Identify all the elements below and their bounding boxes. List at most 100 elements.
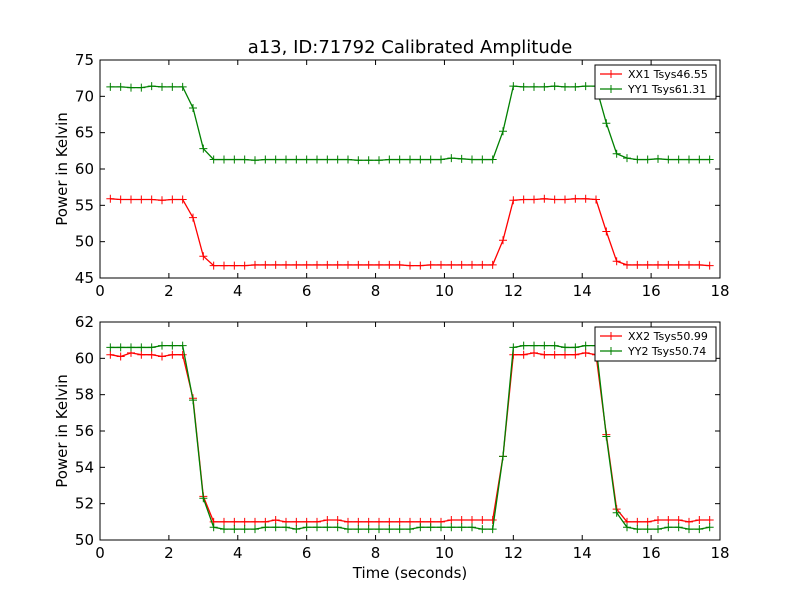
data-point — [406, 261, 414, 270]
data-point — [685, 260, 693, 269]
data-point — [426, 155, 435, 164]
data-point — [137, 83, 146, 92]
data-point — [137, 350, 146, 359]
y-tick-label: 52 — [75, 495, 94, 513]
data-point — [323, 260, 332, 269]
x-tick-label: 10 — [435, 544, 454, 562]
data-point — [705, 516, 714, 525]
data-point — [271, 155, 280, 164]
data-point — [395, 260, 404, 269]
data-point — [385, 260, 394, 269]
data-point — [488, 525, 497, 534]
data-point — [643, 260, 652, 269]
data-point — [654, 154, 662, 163]
data-point — [519, 195, 528, 204]
data-point — [375, 517, 383, 526]
data-point — [178, 195, 187, 204]
data-point — [323, 523, 332, 532]
axes-frame — [99, 321, 721, 541]
data-point — [302, 260, 311, 269]
data-point — [354, 517, 363, 526]
data-point — [478, 516, 487, 525]
legend-entry: XX1 Tsys46.55 — [628, 68, 708, 81]
data-point — [106, 343, 115, 352]
data-point — [571, 350, 580, 359]
y-tick-label: 58 — [75, 386, 94, 404]
y-tick-label: 55 — [75, 196, 94, 214]
data-point — [437, 155, 445, 164]
data-point — [106, 194, 115, 203]
data-point — [509, 196, 518, 205]
data-point — [643, 525, 652, 534]
data-point — [426, 260, 435, 269]
data-point — [313, 260, 321, 269]
data-point — [519, 82, 528, 91]
data-point — [282, 155, 290, 164]
data-point — [199, 252, 208, 261]
legend-entry: YY2 Tsys50.74 — [627, 345, 706, 358]
y-tick-label: 56 — [75, 422, 94, 440]
data-point — [499, 127, 507, 136]
legend-box — [594, 64, 717, 100]
data-point — [158, 341, 166, 350]
data-point — [251, 525, 259, 534]
data-point — [178, 341, 187, 350]
data-point — [292, 260, 301, 269]
data-point — [654, 260, 662, 269]
data-point — [137, 343, 146, 352]
data-point — [623, 260, 631, 269]
data-point — [468, 155, 476, 164]
data-point — [457, 260, 466, 269]
data-point — [127, 195, 135, 204]
x-tick-label: 12 — [504, 544, 523, 562]
x-tick-label: 8 — [371, 282, 381, 300]
x-tick-label: 0 — [95, 544, 105, 562]
data-point — [406, 517, 414, 526]
data-point — [395, 155, 404, 164]
data-point — [416, 155, 425, 164]
data-point — [519, 341, 528, 350]
data-point — [530, 82, 538, 91]
data-point — [240, 261, 249, 270]
data-point — [695, 260, 704, 269]
data-point — [116, 195, 125, 204]
data-point — [695, 525, 704, 534]
data-point — [633, 525, 642, 534]
data-point — [550, 82, 559, 91]
data-point — [643, 517, 652, 526]
x-tick-label: 18 — [710, 282, 729, 300]
data-point — [685, 155, 693, 164]
legend-marker — [607, 332, 615, 340]
x-tick-label: 2 — [164, 544, 174, 562]
data-point — [106, 350, 115, 359]
data-point — [416, 261, 425, 270]
data-point — [540, 341, 549, 350]
data-point — [664, 155, 673, 164]
x-tick-label: 2 — [164, 282, 174, 300]
data-point — [230, 261, 239, 270]
data-point — [240, 517, 249, 526]
chart-panel-2: 0 2 4 6 8 10 12 14 16 18 50 52 54 56 58 60 62 Power in Ke… — [53, 313, 730, 582]
x-tick-label: 14 — [573, 544, 592, 562]
y-tick-label: 54 — [75, 458, 94, 476]
x-tick-label: 12 — [504, 282, 523, 300]
data-point — [354, 525, 363, 534]
data-point — [519, 350, 528, 359]
data-point — [674, 155, 683, 164]
data-point — [220, 155, 228, 164]
data-point — [406, 525, 414, 534]
data-point — [333, 260, 342, 269]
data-point — [271, 516, 280, 525]
data-point — [344, 155, 352, 164]
data-point — [705, 523, 714, 532]
data-point — [189, 213, 197, 222]
data-point — [199, 144, 208, 153]
y-tick-label: 70 — [75, 87, 94, 105]
data-point — [457, 154, 466, 163]
data-point — [447, 154, 456, 163]
data-point — [426, 523, 435, 532]
data-point — [220, 261, 228, 270]
data-point — [457, 523, 466, 532]
data-point — [488, 260, 497, 269]
